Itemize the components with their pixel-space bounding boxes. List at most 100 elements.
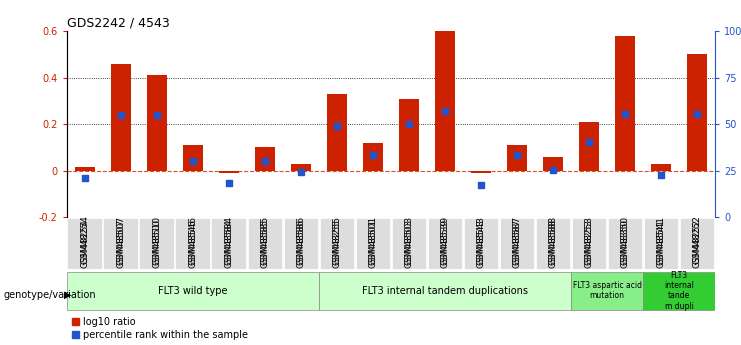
Bar	[687, 54, 707, 171]
Text: GSM48503: GSM48503	[405, 216, 413, 265]
Point	[259, 159, 270, 164]
Text: GSM48546: GSM48546	[188, 216, 197, 265]
Point	[187, 159, 199, 164]
Text: GSM48501: GSM48501	[368, 216, 377, 265]
Text: GSM48587: GSM48587	[513, 219, 522, 268]
Text: GSM48253: GSM48253	[585, 219, 594, 268]
Text: GSM48546: GSM48546	[188, 219, 197, 268]
Text: GSM48507: GSM48507	[116, 219, 125, 268]
Text: FLT3
internal
tande
m dupli: FLT3 internal tande m dupli	[664, 270, 694, 311]
Bar	[147, 75, 167, 171]
Bar	[363, 143, 383, 171]
Text: GSM48255: GSM48255	[333, 219, 342, 268]
Text: GSM48255: GSM48255	[333, 216, 342, 265]
FancyBboxPatch shape	[643, 272, 715, 310]
Point	[691, 111, 703, 117]
Text: GSM48588: GSM48588	[548, 219, 557, 268]
Text: GSM48510: GSM48510	[152, 219, 162, 268]
Text: GSM48252: GSM48252	[693, 219, 702, 268]
Bar	[615, 36, 635, 171]
FancyBboxPatch shape	[319, 218, 354, 269]
Point	[439, 108, 451, 114]
FancyBboxPatch shape	[284, 218, 318, 269]
Point	[295, 169, 307, 175]
FancyBboxPatch shape	[679, 218, 714, 269]
FancyBboxPatch shape	[356, 218, 391, 269]
Bar	[579, 122, 599, 171]
FancyBboxPatch shape	[319, 272, 571, 310]
Bar	[435, 31, 455, 171]
FancyBboxPatch shape	[571, 272, 643, 310]
Text: GSM48543: GSM48543	[476, 219, 485, 268]
FancyBboxPatch shape	[464, 218, 498, 269]
FancyBboxPatch shape	[67, 272, 319, 310]
Text: GSM48584: GSM48584	[225, 219, 233, 268]
FancyBboxPatch shape	[499, 218, 534, 269]
Text: GSM48588: GSM48588	[548, 216, 557, 265]
Point	[511, 152, 523, 158]
Text: ▶: ▶	[64, 290, 72, 300]
Text: GSM48253: GSM48253	[585, 216, 594, 265]
Text: GSM48584: GSM48584	[225, 216, 233, 265]
Point	[655, 172, 667, 177]
Text: FLT3 aspartic acid
mutation: FLT3 aspartic acid mutation	[573, 281, 642, 300]
FancyBboxPatch shape	[644, 218, 678, 269]
FancyBboxPatch shape	[211, 218, 246, 269]
Text: FLT3 internal tandem duplications: FLT3 internal tandem duplications	[362, 286, 528, 296]
Bar	[111, 64, 130, 171]
Bar	[291, 164, 310, 171]
Bar	[507, 145, 527, 171]
FancyBboxPatch shape	[67, 218, 102, 269]
Text: GSM48539: GSM48539	[440, 219, 449, 268]
Text: GSM48350: GSM48350	[620, 216, 630, 265]
Point	[619, 111, 631, 117]
Text: GSM48507: GSM48507	[116, 216, 125, 265]
Bar	[255, 148, 275, 171]
Text: genotype/variation: genotype/variation	[4, 290, 96, 300]
Text: GSM48587: GSM48587	[513, 216, 522, 265]
Point	[547, 167, 559, 172]
FancyBboxPatch shape	[428, 218, 462, 269]
Text: GSM48501: GSM48501	[368, 219, 377, 268]
Text: GSM48543: GSM48543	[476, 216, 485, 265]
FancyBboxPatch shape	[139, 218, 174, 269]
Text: GSM48586: GSM48586	[296, 216, 305, 265]
FancyBboxPatch shape	[536, 218, 571, 269]
Point	[583, 139, 595, 145]
FancyBboxPatch shape	[572, 218, 606, 269]
Point	[151, 112, 163, 118]
FancyBboxPatch shape	[247, 218, 282, 269]
Text: GDS2242 / 4543: GDS2242 / 4543	[67, 17, 170, 30]
Bar	[399, 99, 419, 171]
Bar	[75, 167, 95, 171]
FancyBboxPatch shape	[176, 218, 210, 269]
Point	[475, 182, 487, 188]
FancyBboxPatch shape	[608, 218, 642, 269]
Text: GSM48585: GSM48585	[260, 216, 269, 265]
Point	[79, 176, 90, 181]
Text: GSM48541: GSM48541	[657, 219, 665, 268]
Point	[115, 112, 127, 118]
Bar	[543, 157, 563, 171]
Point	[367, 152, 379, 158]
Text: GSM48350: GSM48350	[620, 219, 630, 268]
Text: GSM48254: GSM48254	[80, 219, 89, 268]
Point	[403, 121, 415, 127]
Text: GSM48541: GSM48541	[657, 216, 665, 265]
Text: FLT3 wild type: FLT3 wild type	[158, 286, 227, 296]
Text: GSM48254: GSM48254	[80, 216, 89, 265]
Point	[223, 180, 235, 186]
Text: GSM48510: GSM48510	[152, 216, 162, 265]
FancyBboxPatch shape	[104, 218, 138, 269]
Point	[331, 123, 343, 129]
Legend: log10 ratio, percentile rank within the sample: log10 ratio, percentile rank within the …	[72, 317, 248, 340]
FancyBboxPatch shape	[391, 218, 426, 269]
Text: GSM48586: GSM48586	[296, 219, 305, 268]
Bar	[651, 164, 671, 171]
Text: GSM48252: GSM48252	[693, 216, 702, 265]
Bar	[327, 94, 347, 171]
Bar	[471, 171, 491, 173]
Text: GSM48539: GSM48539	[440, 216, 449, 265]
Bar	[219, 171, 239, 173]
Bar	[183, 145, 203, 171]
